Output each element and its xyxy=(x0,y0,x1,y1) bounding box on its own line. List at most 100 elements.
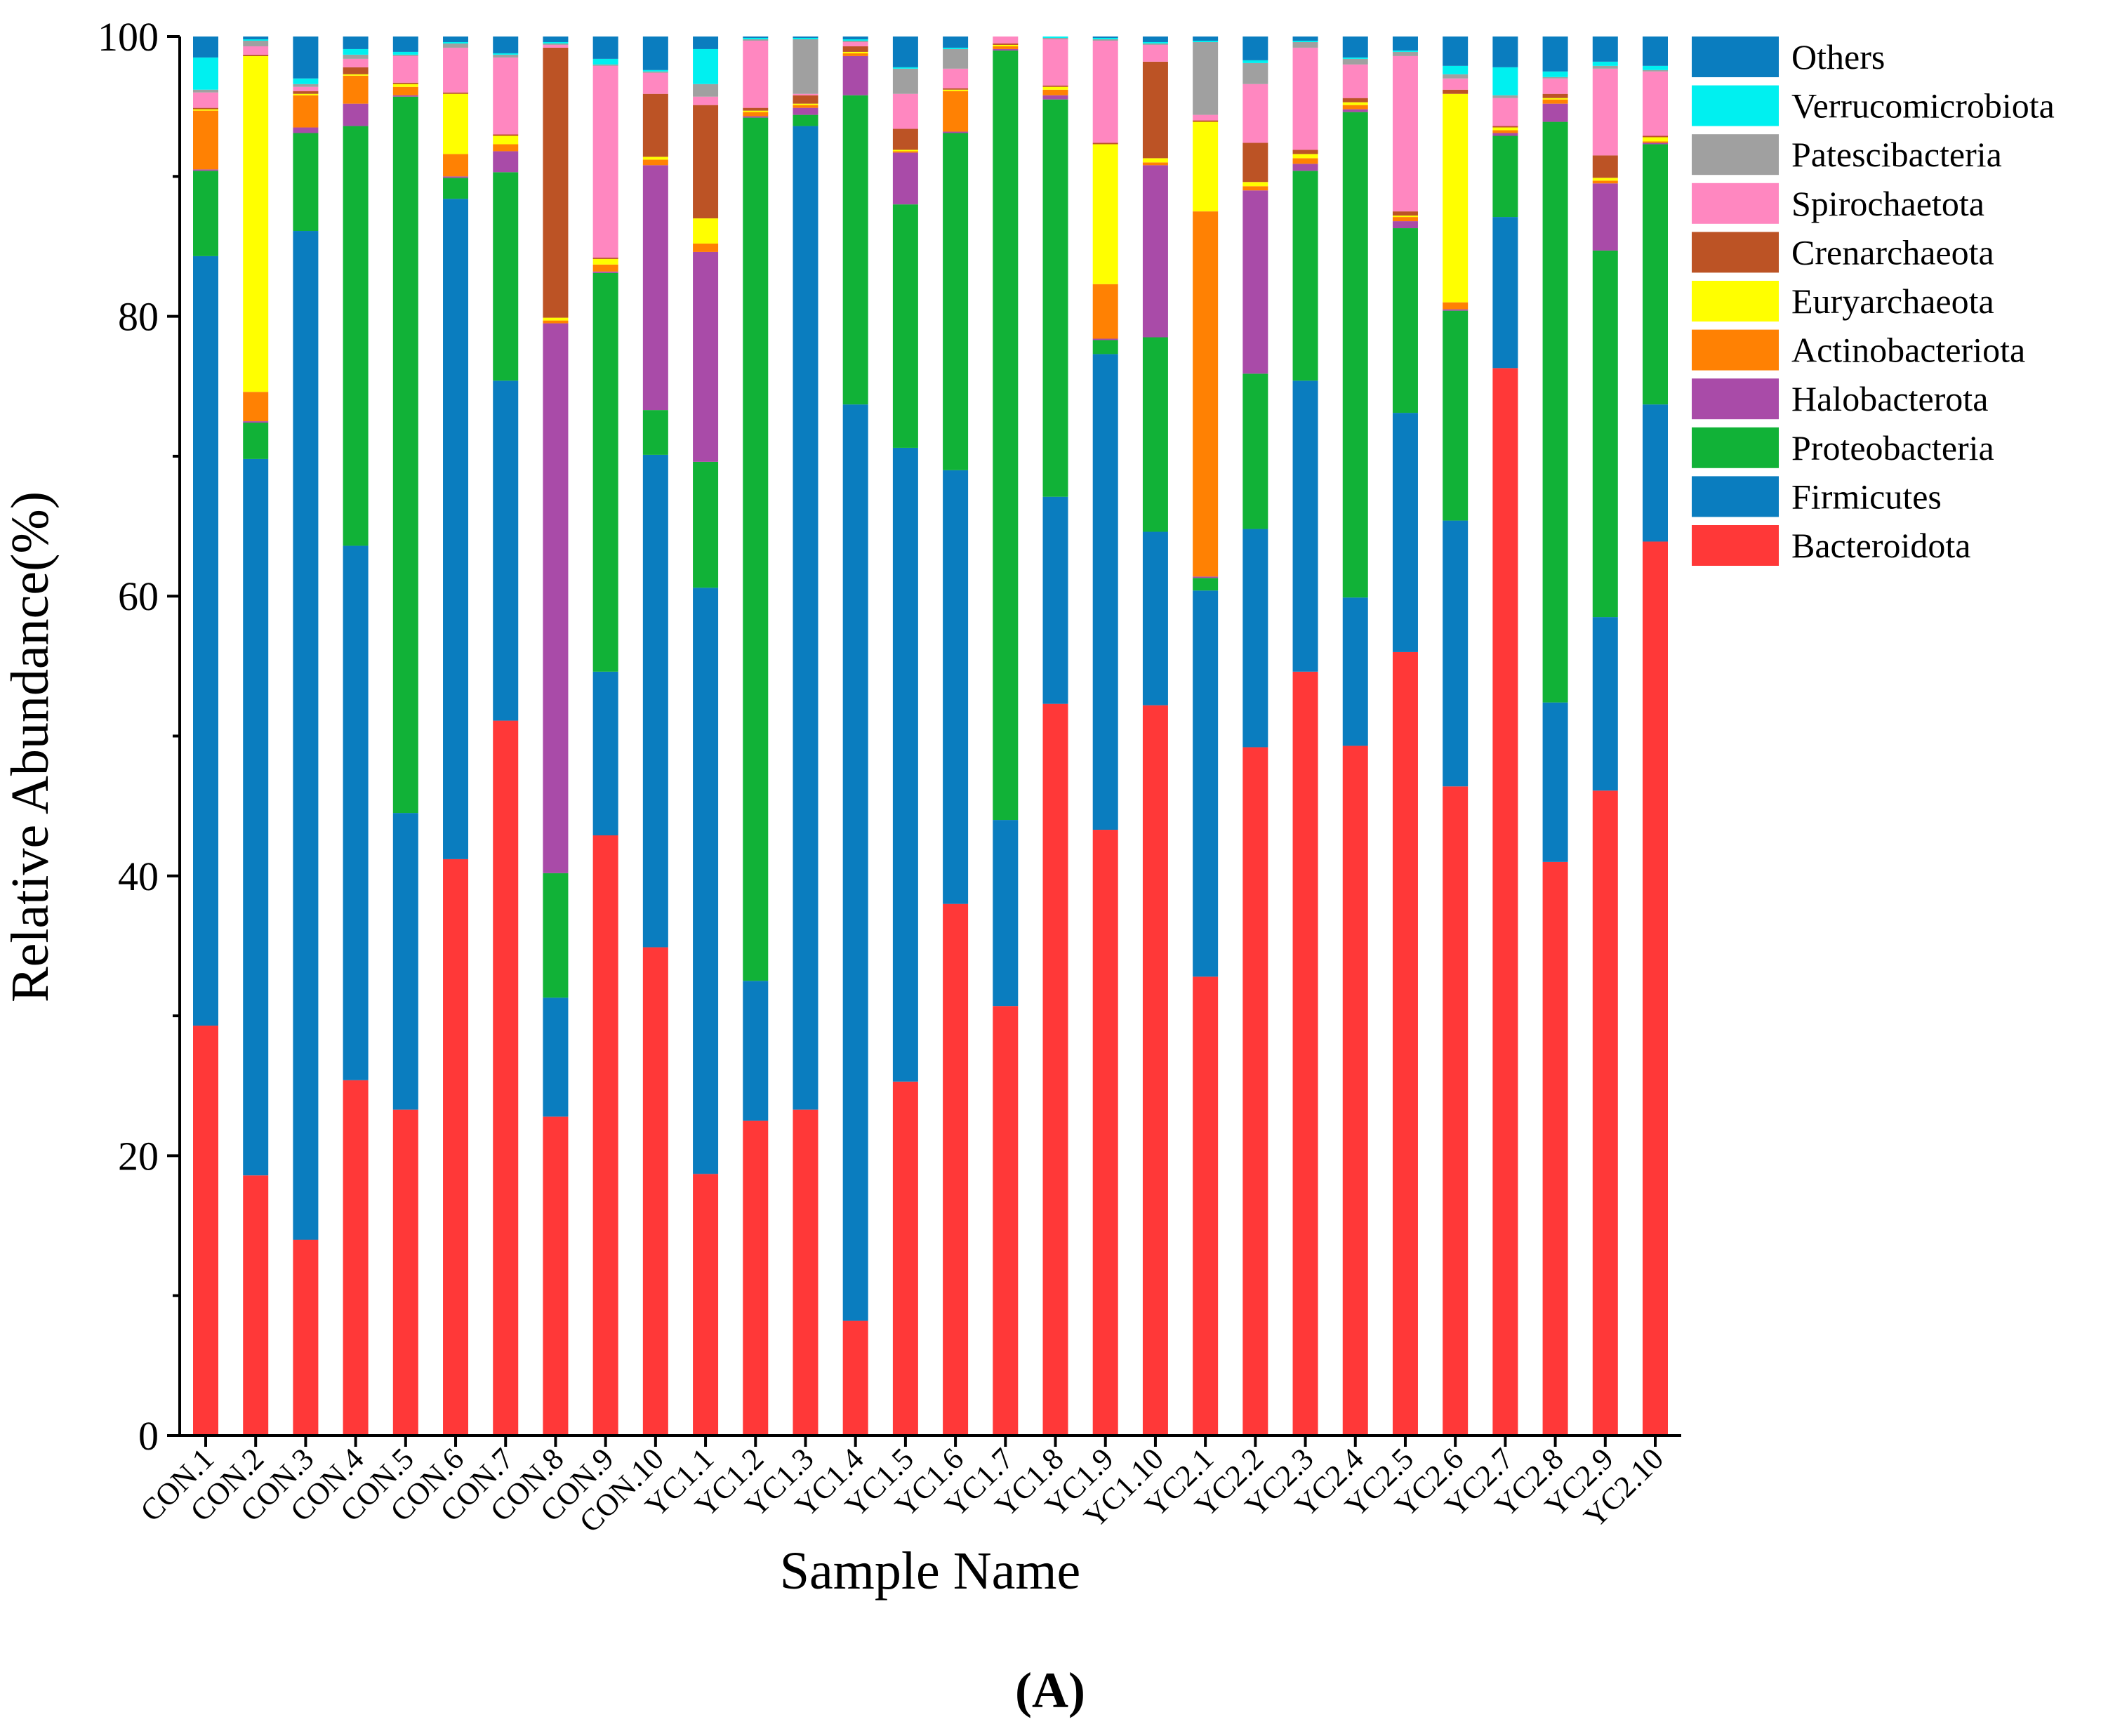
bar-segment xyxy=(343,37,369,49)
bar-segment xyxy=(243,423,269,459)
bar-segment xyxy=(943,91,969,132)
bar-segment xyxy=(1542,861,1568,1436)
bar-segment xyxy=(642,71,668,73)
bar-segment xyxy=(1643,137,1668,142)
bar-segment xyxy=(1242,373,1268,529)
bar-segment xyxy=(343,126,369,546)
bar-segment xyxy=(1242,529,1268,748)
bar-segment xyxy=(392,82,418,84)
legend-label: Spirochaetota xyxy=(1791,184,1984,223)
bar-group xyxy=(1342,37,1368,1436)
bar-segment xyxy=(1193,211,1219,577)
bar-segment xyxy=(1643,69,1668,72)
bar-segment xyxy=(1193,40,1219,42)
bar-segment xyxy=(193,1026,218,1436)
bar-segment xyxy=(1392,651,1418,1436)
x-axis-title: Sample Name xyxy=(780,1542,1080,1601)
bar-segment xyxy=(1292,171,1318,381)
bar-segment xyxy=(693,84,719,97)
bar-segment xyxy=(842,404,868,1321)
bar-segment xyxy=(1443,520,1469,787)
bar-segment xyxy=(592,272,618,672)
bar-segment xyxy=(443,154,469,177)
bar-group xyxy=(493,37,519,1436)
bar-segment xyxy=(793,105,818,108)
bar-segment xyxy=(1492,98,1518,126)
bar-segment xyxy=(392,96,418,814)
bar-segment xyxy=(1142,337,1168,532)
bar-segment xyxy=(193,256,218,1026)
legend-swatch xyxy=(1692,281,1779,322)
legend-swatch xyxy=(1692,134,1779,175)
bar-group xyxy=(193,37,218,1436)
bar-segment xyxy=(493,172,519,381)
bar-segment xyxy=(392,84,418,87)
bar-segment xyxy=(693,37,719,49)
bar-segment xyxy=(493,57,519,135)
bar-segment xyxy=(892,150,918,152)
bar-segment xyxy=(193,92,218,108)
bar-segment xyxy=(1492,127,1518,131)
bar-segment xyxy=(1443,78,1469,90)
bar-segment xyxy=(1542,99,1568,104)
bar-segment xyxy=(392,54,418,56)
bar-segment xyxy=(892,1081,918,1436)
bar-segment xyxy=(1342,58,1368,65)
bar-segment xyxy=(1292,164,1318,171)
bar-segment xyxy=(943,470,969,904)
bar-group xyxy=(1092,37,1118,1436)
bar-segment xyxy=(1292,380,1318,672)
bar-segment xyxy=(1542,37,1568,72)
y-tick-label: 40 xyxy=(118,854,159,899)
bar-segment xyxy=(392,37,418,52)
bar-segment xyxy=(193,107,218,110)
bar-segment xyxy=(693,48,719,84)
legend-label: Others xyxy=(1791,37,1885,77)
bar-segment xyxy=(743,37,769,39)
bar-segment xyxy=(1592,61,1618,66)
bar-segment xyxy=(892,204,918,448)
bar-segment xyxy=(1342,109,1368,112)
bar-segment xyxy=(943,903,969,1436)
bar-segment xyxy=(193,110,218,170)
bar-segment xyxy=(743,107,769,111)
bar-segment xyxy=(193,169,218,171)
bar-group xyxy=(1292,37,1318,1436)
bar-segment xyxy=(392,813,418,1110)
bar-segment xyxy=(1392,50,1418,52)
bar-segment xyxy=(293,86,319,91)
bar-segment xyxy=(1342,102,1368,105)
bar-segment xyxy=(543,37,569,42)
bar-segment xyxy=(1292,150,1318,154)
bar-segment xyxy=(293,231,319,1240)
y-tick-label: 80 xyxy=(118,294,159,340)
bar-segment xyxy=(443,859,469,1436)
bar-segment xyxy=(592,671,618,835)
bar-segment xyxy=(493,54,519,58)
bar-segment xyxy=(543,43,569,45)
bar-segment xyxy=(842,53,868,56)
bar-segment xyxy=(693,243,719,252)
bar-segment xyxy=(1092,340,1118,355)
bars xyxy=(193,37,1668,1436)
bar-segment xyxy=(1142,43,1168,45)
legend-item: Spirochaetota xyxy=(1692,183,1984,224)
bar-segment xyxy=(642,947,668,1436)
bar-group xyxy=(1492,37,1518,1436)
bar-segment xyxy=(1542,98,1568,100)
bar-segment xyxy=(793,39,818,94)
bar-segment xyxy=(443,41,469,44)
bar-segment xyxy=(993,820,1019,1007)
bar-segment xyxy=(1443,786,1469,1436)
bar-segment xyxy=(443,178,469,199)
bar-segment xyxy=(1392,228,1418,413)
bar-segment xyxy=(293,84,319,87)
bar-segment xyxy=(592,65,618,258)
bar-group xyxy=(343,37,369,1436)
bar-segment xyxy=(743,112,769,117)
bar-segment xyxy=(1542,93,1568,98)
bar-segment xyxy=(343,67,369,74)
bar-group xyxy=(1392,37,1418,1436)
bar-segment xyxy=(1142,44,1168,62)
